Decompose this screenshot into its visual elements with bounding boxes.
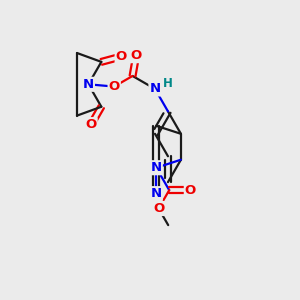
Text: O: O [153, 202, 164, 215]
Text: O: O [185, 184, 196, 197]
Text: O: O [109, 80, 120, 93]
Text: O: O [85, 118, 97, 131]
Text: N: N [149, 82, 161, 95]
Text: O: O [116, 50, 127, 63]
Text: O: O [130, 49, 142, 62]
Text: H: H [163, 77, 173, 91]
Text: N: N [83, 78, 94, 91]
Text: N: N [151, 161, 162, 174]
Text: N: N [151, 187, 162, 200]
